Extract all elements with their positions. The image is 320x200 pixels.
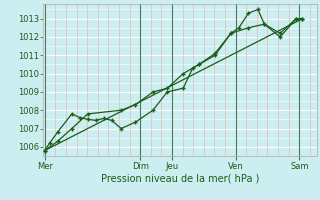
X-axis label: Pression niveau de la mer( hPa ): Pression niveau de la mer( hPa ): [101, 173, 259, 183]
